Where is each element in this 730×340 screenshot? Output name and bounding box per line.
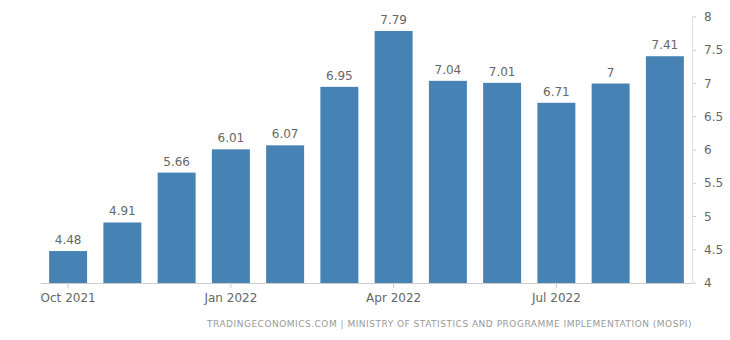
bar: [375, 31, 413, 283]
bar: [646, 56, 684, 283]
chart: 4 4.5 5 5.5 6 6.5 7 7.5 8 4.48 4.91 5.66 6.01 6.07 6.9…: [0, 0, 730, 340]
bar: [483, 83, 521, 283]
x-tick: [68, 283, 69, 288]
y-tick-label: 6.5: [704, 110, 723, 124]
data-label: 7: [607, 66, 615, 80]
y-tick-label: 4.5: [704, 243, 723, 257]
x-tick-label: Jul 2022: [531, 291, 581, 305]
data-label: 7.04: [435, 63, 462, 77]
bar: [429, 81, 467, 283]
y-tick-label: 5.5: [704, 176, 723, 190]
y-tick-label: 7: [704, 77, 712, 91]
x-tick-label: Apr 2022: [366, 291, 421, 305]
x-axis-line: [41, 283, 692, 284]
y-tick-label: 8: [704, 10, 712, 24]
data-label: 4.48: [55, 233, 82, 247]
source: TRADINGECONOMICS.COM | MINISTRY OF STATI…: [206, 319, 692, 329]
chart-container: 4 4.5 5 5.5 6 6.5 7 7.5 8 4.48 4.91 5.66 6.01 6.07 6.9…: [0, 0, 730, 340]
bar: [212, 149, 250, 283]
y-axis-line: [692, 17, 693, 283]
x-tick: [230, 283, 231, 288]
bar: [537, 103, 575, 283]
bar: [320, 87, 358, 283]
data-label: 4.91: [109, 204, 136, 218]
x-tick-label: Oct 2021: [41, 291, 96, 305]
x-tick: [393, 283, 394, 288]
data-label: 5.66: [163, 155, 190, 169]
data-label: 6.07: [272, 127, 299, 141]
y-tick-label: 6: [704, 143, 712, 157]
bar: [592, 84, 630, 284]
bar: [49, 251, 87, 283]
data-label: 6.71: [543, 85, 570, 99]
bar: [158, 173, 196, 283]
data-label: 6.01: [218, 131, 245, 145]
x-tick: [556, 283, 557, 288]
bar: [103, 222, 141, 283]
data-label: 7.01: [489, 65, 516, 79]
data-label: 6.95: [326, 69, 353, 83]
bars: [49, 31, 684, 283]
x-tick-label: Jan 2022: [203, 291, 257, 305]
y-tick-label: 5: [704, 210, 712, 224]
y-tick-label: 4: [704, 276, 712, 290]
y-tick-label: 7.5: [704, 43, 723, 57]
data-label: 7.79: [380, 13, 407, 27]
bar: [266, 145, 304, 283]
data-label: 7.41: [652, 38, 679, 52]
